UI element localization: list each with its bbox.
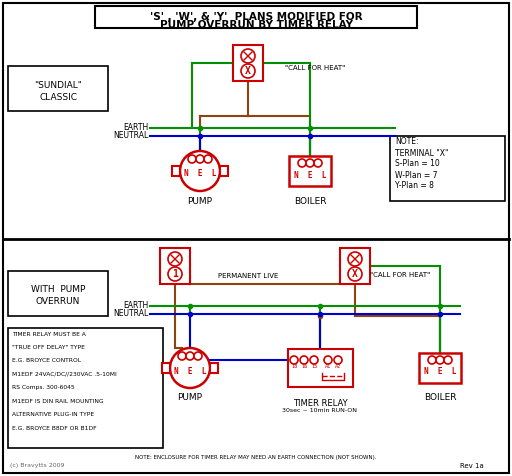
Text: NOTE: ENCLOSURE FOR TIMER RELAY MAY NEED AN EARTH CONNECTION (NOT SHOWN).: NOTE: ENCLOSURE FOR TIMER RELAY MAY NEED… xyxy=(135,456,377,460)
Text: S-Plan = 10: S-Plan = 10 xyxy=(395,159,440,169)
Circle shape xyxy=(348,252,362,266)
Text: BOILER: BOILER xyxy=(294,197,326,206)
Text: 16: 16 xyxy=(301,365,307,369)
Text: 'S' , 'W', & 'Y'  PLANS MODIFIED FOR: 'S' , 'W', & 'Y' PLANS MODIFIED FOR xyxy=(150,12,362,22)
Text: 18: 18 xyxy=(291,365,297,369)
Text: PERMANENT LIVE: PERMANENT LIVE xyxy=(218,273,278,279)
Text: 30sec ~ 10min RUN-ON: 30sec ~ 10min RUN-ON xyxy=(283,408,357,414)
Circle shape xyxy=(306,159,314,167)
Text: M1EDF IS DIN RAIL MOUNTING: M1EDF IS DIN RAIL MOUNTING xyxy=(12,399,103,404)
Circle shape xyxy=(444,356,452,364)
Circle shape xyxy=(178,352,186,360)
Text: "SUNDIAL": "SUNDIAL" xyxy=(34,80,82,89)
Circle shape xyxy=(196,155,204,163)
Text: TIMER RELAY MUST BE A: TIMER RELAY MUST BE A xyxy=(12,331,86,337)
Text: OVERRUN: OVERRUN xyxy=(36,297,80,306)
Bar xyxy=(390,136,505,201)
Circle shape xyxy=(300,356,308,364)
Text: PUMP: PUMP xyxy=(178,394,203,403)
Text: TERMINAL "X": TERMINAL "X" xyxy=(395,149,449,158)
Text: PUMP OVERRUN BY TIMER RELAY: PUMP OVERRUN BY TIMER RELAY xyxy=(160,20,352,30)
Circle shape xyxy=(428,356,436,364)
Circle shape xyxy=(348,267,362,281)
Circle shape xyxy=(324,356,332,364)
Bar xyxy=(172,166,180,176)
Text: E.G. BROYCE B8DF OR B1DF: E.G. BROYCE B8DF OR B1DF xyxy=(12,426,97,431)
Text: PUMP: PUMP xyxy=(187,197,212,206)
Text: WITH  PUMP: WITH PUMP xyxy=(31,285,85,294)
Bar xyxy=(160,248,190,284)
Text: (c) Bravytts 2009: (c) Bravytts 2009 xyxy=(10,464,65,468)
Circle shape xyxy=(170,348,210,388)
Text: NEUTRAL: NEUTRAL xyxy=(113,309,148,318)
Bar xyxy=(340,248,370,284)
Circle shape xyxy=(168,267,182,281)
Text: CLASSIC: CLASSIC xyxy=(39,92,77,101)
Text: EARTH: EARTH xyxy=(123,301,148,310)
Text: ALTERNATIVE PLUG-IN TYPE: ALTERNATIVE PLUG-IN TYPE xyxy=(12,413,94,417)
Text: "TRUE OFF DELAY" TYPE: "TRUE OFF DELAY" TYPE xyxy=(12,345,85,350)
Circle shape xyxy=(241,49,255,63)
Bar xyxy=(162,363,170,373)
Circle shape xyxy=(168,252,182,266)
Bar xyxy=(233,45,263,81)
Text: M1EDF 24VAC/DC//230VAC .5-10MI: M1EDF 24VAC/DC//230VAC .5-10MI xyxy=(12,372,117,377)
Bar xyxy=(288,349,352,387)
Text: RS Comps. 300-6045: RS Comps. 300-6045 xyxy=(12,386,75,390)
Text: N  E  L: N E L xyxy=(184,169,216,178)
Text: NEUTRAL: NEUTRAL xyxy=(113,131,148,140)
Bar xyxy=(8,328,163,448)
Text: "CALL FOR HEAT": "CALL FOR HEAT" xyxy=(370,272,430,278)
Text: X: X xyxy=(352,269,358,279)
Text: 15: 15 xyxy=(311,365,317,369)
Circle shape xyxy=(310,356,318,364)
Text: N  E  L: N E L xyxy=(294,170,326,179)
Circle shape xyxy=(186,352,194,360)
Bar xyxy=(220,166,228,176)
Bar xyxy=(8,66,108,111)
Text: N  E  L: N E L xyxy=(174,367,206,376)
Text: E.G. BROYCE CONTROL: E.G. BROYCE CONTROL xyxy=(12,358,81,364)
Circle shape xyxy=(204,155,212,163)
Text: EARTH: EARTH xyxy=(123,123,148,132)
Text: A1: A1 xyxy=(325,365,331,369)
Circle shape xyxy=(194,352,202,360)
Text: TIMER RELAY: TIMER RELAY xyxy=(293,398,347,407)
Text: N  E  L: N E L xyxy=(424,367,456,377)
Circle shape xyxy=(334,356,342,364)
Circle shape xyxy=(436,356,444,364)
Text: W-Plan = 7: W-Plan = 7 xyxy=(395,170,437,179)
Circle shape xyxy=(290,356,298,364)
Text: "CALL FOR HEAT": "CALL FOR HEAT" xyxy=(285,65,345,71)
Text: A2: A2 xyxy=(335,365,341,369)
Text: Rev 1a: Rev 1a xyxy=(460,463,484,469)
Circle shape xyxy=(298,159,306,167)
Text: X: X xyxy=(245,66,251,76)
Bar xyxy=(419,353,461,383)
Bar xyxy=(8,271,108,316)
Circle shape xyxy=(188,155,196,163)
Text: NOTE:: NOTE: xyxy=(395,138,418,147)
Circle shape xyxy=(180,151,220,191)
Bar xyxy=(210,363,218,373)
Text: Y-Plan = 8: Y-Plan = 8 xyxy=(395,181,434,190)
Bar xyxy=(289,156,331,186)
Bar xyxy=(95,6,417,28)
Circle shape xyxy=(314,159,322,167)
Text: 1: 1 xyxy=(172,269,178,279)
Circle shape xyxy=(241,64,255,78)
Text: BOILER: BOILER xyxy=(424,394,456,403)
